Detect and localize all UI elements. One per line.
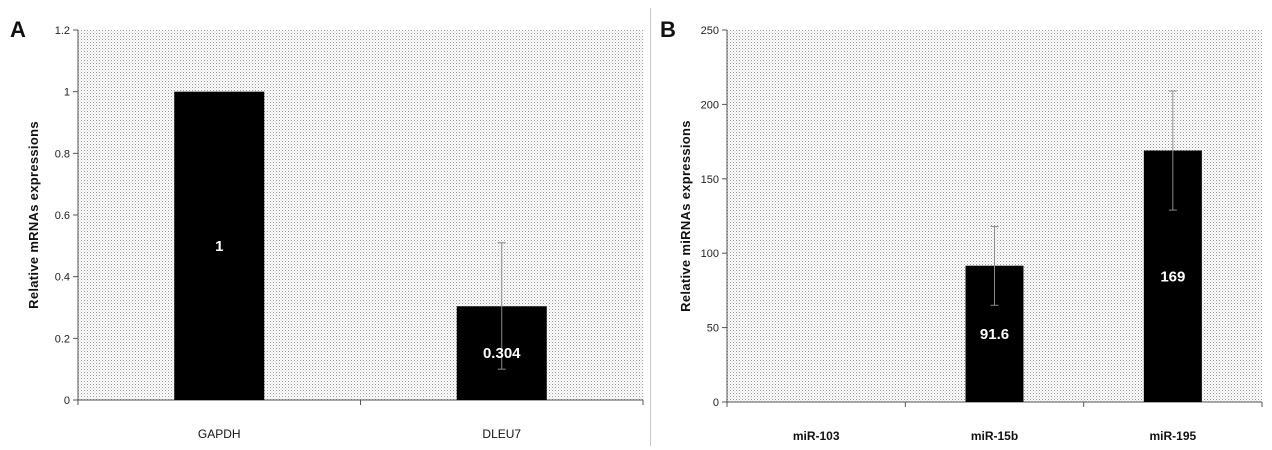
chart-a-plot-area bbox=[78, 30, 643, 400]
chart-a-data-label: 0.304 bbox=[483, 345, 521, 362]
chart-b-category-label: miR-103 bbox=[793, 429, 840, 443]
panel-divider bbox=[650, 8, 651, 446]
chart-panel-a: A 0 0.2 0.4 0.6 0.8 1 1.2 Relative mRNAs express… bbox=[10, 17, 644, 441]
chart-b-y-tick-label: 200 bbox=[701, 99, 719, 111]
chart-b-y-tick-label: 50 bbox=[707, 323, 719, 335]
chart-panel-b: B 0 50 100 150 200 250 Relative miRNAs expressi… bbox=[652, 0, 1272, 450]
chart-a-y-axis-label: Relative mRNAs expressions bbox=[26, 121, 41, 309]
chart-a-category-label: DLEU7 bbox=[482, 427, 521, 441]
chart-a-svg: A 0 0.2 0.4 0.6 0.8 1 1.2 Relative mRNAs express… bbox=[10, 17, 644, 441]
chart-a-y-tick-label: 0.6 bbox=[55, 210, 70, 222]
chart-a-y-tick-label: 0.4 bbox=[55, 272, 70, 284]
chart-b-y-tick-label: 250 bbox=[701, 25, 719, 37]
chart-b-y-tick-label: 0 bbox=[713, 397, 719, 409]
chart-a-y-tick-label: 0 bbox=[64, 395, 70, 407]
chart-a-data-label: 1 bbox=[215, 238, 223, 255]
chart-b-y-tick-label: 100 bbox=[701, 248, 719, 260]
chart-b-data-label: 169 bbox=[1160, 268, 1185, 285]
chart-a-y-tick-label: 0.8 bbox=[55, 148, 70, 160]
chart-a-y-tick-label: 0.2 bbox=[55, 333, 70, 345]
chart-b-y-tick-label: 150 bbox=[701, 174, 719, 186]
chart-b-category-label: miR-15b bbox=[971, 429, 1018, 443]
chart-b-data-label: 91.6 bbox=[980, 326, 1009, 343]
chart-a-y-tick-label: 1 bbox=[64, 87, 70, 99]
chart-a-panel-letter: A bbox=[10, 17, 26, 42]
chart-a-category-label: GAPDH bbox=[198, 427, 241, 441]
chart-b-panel-letter: B bbox=[660, 17, 676, 42]
chart-a-y-tick-label: 1.2 bbox=[55, 25, 70, 37]
chart-b-svg: B 0 50 100 150 200 250 Relative miRNAs expressi… bbox=[660, 17, 1263, 443]
chart-b-y-axis-label: Relative miRNAs expressions bbox=[678, 120, 693, 312]
chart-b-category-label: miR-195 bbox=[1149, 429, 1196, 443]
chart-a-bar bbox=[174, 91, 265, 401]
